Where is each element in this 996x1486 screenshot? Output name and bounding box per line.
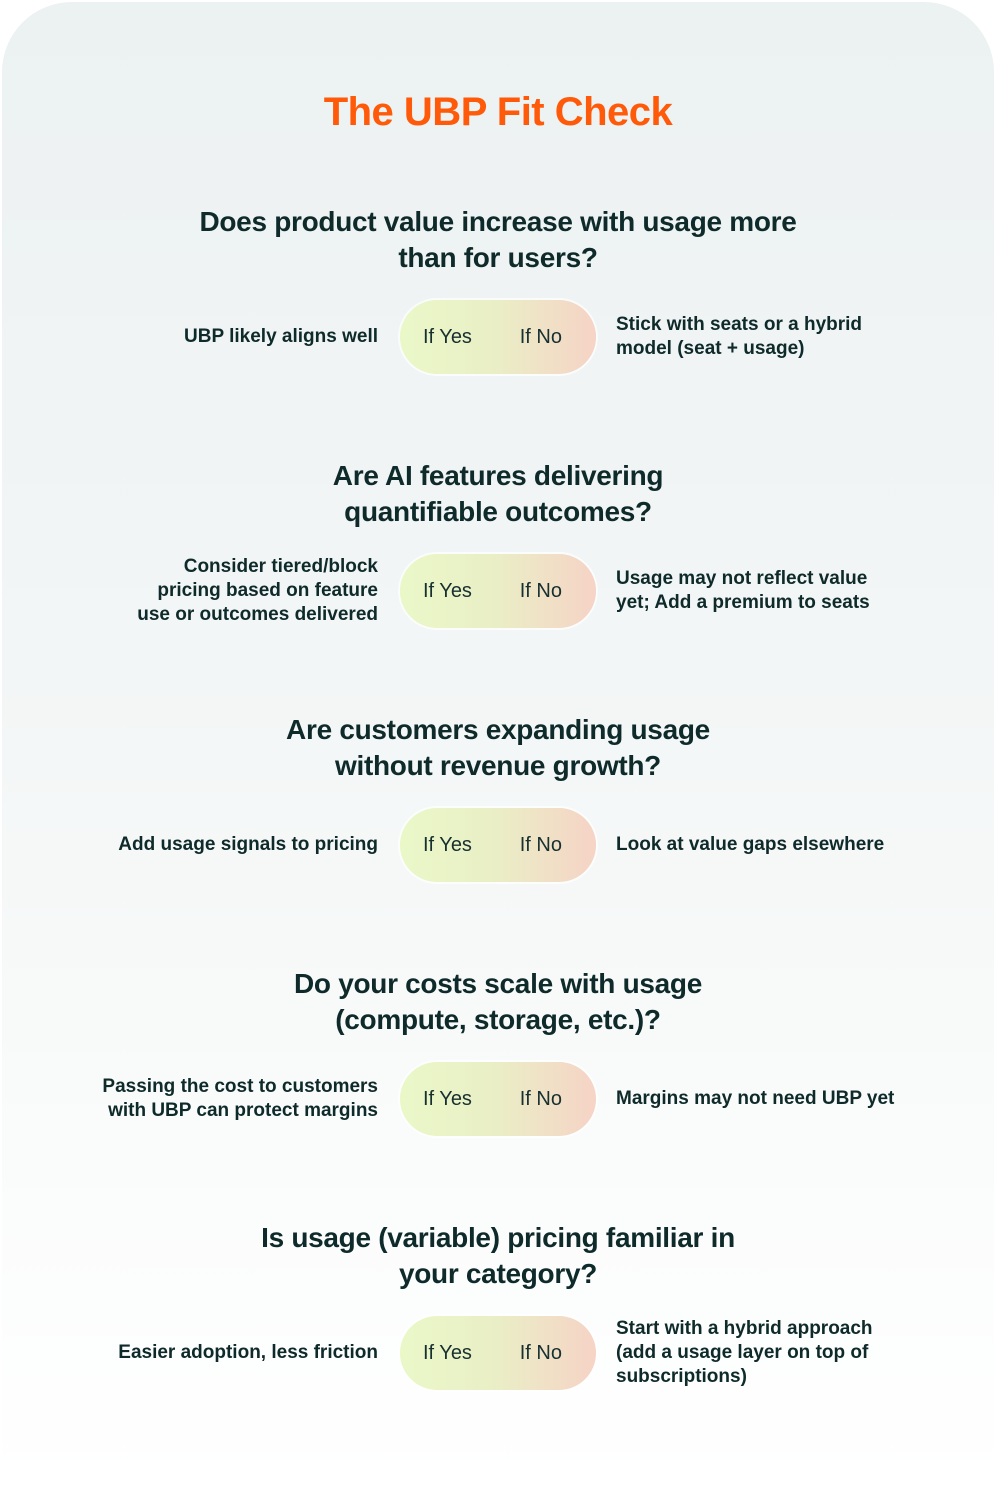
- if-no-outcome: Look at value gaps elsewhere: [616, 834, 885, 855]
- if-yes-label: If Yes: [423, 579, 472, 602]
- if-no-outcome: Usage may not reflect value yet; Add a p…: [616, 568, 870, 613]
- question-text: Is usage (variable) pricing familiar in …: [261, 1222, 735, 1289]
- if-no-outcome: Stick with seats or a hybrid model (seat…: [616, 314, 863, 359]
- if-yes-outcome: Passing the cost to customers with UBP c…: [102, 1076, 378, 1121]
- question-section: Do your costs scale with usage (compute,…: [0, 966, 996, 1206]
- if-no-label: If No: [519, 325, 562, 348]
- if-yes-outcome: Add usage signals to pricing: [118, 834, 378, 855]
- if-yes-outcome: Easier adoption, less friction: [118, 1342, 378, 1363]
- question-text: Does product value increase with usage m…: [199, 206, 797, 273]
- yes-no-pill: If Yes If No: [400, 300, 596, 374]
- if-yes-label: If Yes: [423, 1341, 472, 1364]
- question-text: Do your costs scale with usage (compute,…: [293, 968, 703, 1035]
- question-section: Does product value increase with usage m…: [0, 204, 996, 444]
- question-section: Are AI features delivering quantifiable …: [0, 458, 996, 698]
- page-title: The UBP Fit Check: [323, 90, 673, 134]
- yes-no-pill: If Yes If No: [400, 1316, 596, 1390]
- if-yes-outcome: Consider tiered/block pricing based on f…: [137, 556, 378, 625]
- if-yes-label: If Yes: [423, 1087, 472, 1110]
- if-no-outcome: Start with a hybrid approach (add a usag…: [616, 1318, 873, 1387]
- question-section: Is usage (variable) pricing familiar in …: [0, 1220, 996, 1460]
- yes-no-pill: If Yes If No: [400, 808, 596, 882]
- if-yes-label: If Yes: [423, 325, 472, 348]
- if-no-label: If No: [519, 833, 562, 856]
- yes-no-pill: If Yes If No: [400, 554, 596, 628]
- if-no-label: If No: [519, 1341, 562, 1364]
- question-text: Are AI features delivering quantifiable …: [332, 460, 664, 527]
- if-yes-outcome: UBP likely aligns well: [184, 326, 378, 347]
- question-text: Are customers expanding usage without re…: [286, 714, 710, 781]
- if-yes-label: If Yes: [423, 833, 472, 856]
- if-no-outcome: Margins may not need UBP yet: [616, 1088, 895, 1109]
- if-no-label: If No: [519, 579, 562, 602]
- question-section: Are customers expanding usage without re…: [0, 712, 996, 952]
- yes-no-pill: If Yes If No: [400, 1062, 596, 1136]
- if-no-label: If No: [519, 1087, 562, 1110]
